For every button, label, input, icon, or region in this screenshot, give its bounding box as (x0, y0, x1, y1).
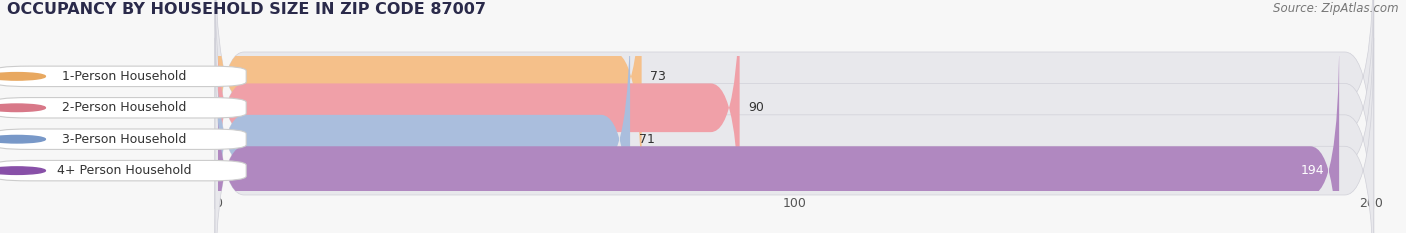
FancyBboxPatch shape (215, 7, 630, 233)
Circle shape (0, 167, 45, 175)
Text: 1-Person Household: 1-Person Household (62, 70, 187, 83)
Text: 90: 90 (748, 101, 763, 114)
Circle shape (0, 104, 45, 112)
FancyBboxPatch shape (215, 7, 1374, 233)
FancyBboxPatch shape (215, 0, 1374, 233)
Text: 73: 73 (650, 70, 666, 83)
Text: 2-Person Household: 2-Person Household (62, 101, 187, 114)
FancyBboxPatch shape (0, 66, 246, 87)
FancyBboxPatch shape (215, 38, 1339, 233)
Text: 4+ Person Household: 4+ Person Household (58, 164, 191, 177)
FancyBboxPatch shape (215, 0, 641, 209)
FancyBboxPatch shape (215, 38, 1374, 233)
Text: 3-Person Household: 3-Person Household (62, 133, 187, 146)
Text: Source: ZipAtlas.com: Source: ZipAtlas.com (1274, 2, 1399, 15)
Text: 71: 71 (638, 133, 655, 146)
FancyBboxPatch shape (215, 0, 1374, 209)
FancyBboxPatch shape (0, 98, 246, 118)
FancyBboxPatch shape (0, 160, 246, 181)
Circle shape (0, 135, 45, 143)
FancyBboxPatch shape (215, 0, 740, 233)
Text: 194: 194 (1301, 164, 1324, 177)
FancyBboxPatch shape (0, 129, 246, 149)
Circle shape (0, 72, 45, 80)
Text: OCCUPANCY BY HOUSEHOLD SIZE IN ZIP CODE 87007: OCCUPANCY BY HOUSEHOLD SIZE IN ZIP CODE … (7, 2, 486, 17)
